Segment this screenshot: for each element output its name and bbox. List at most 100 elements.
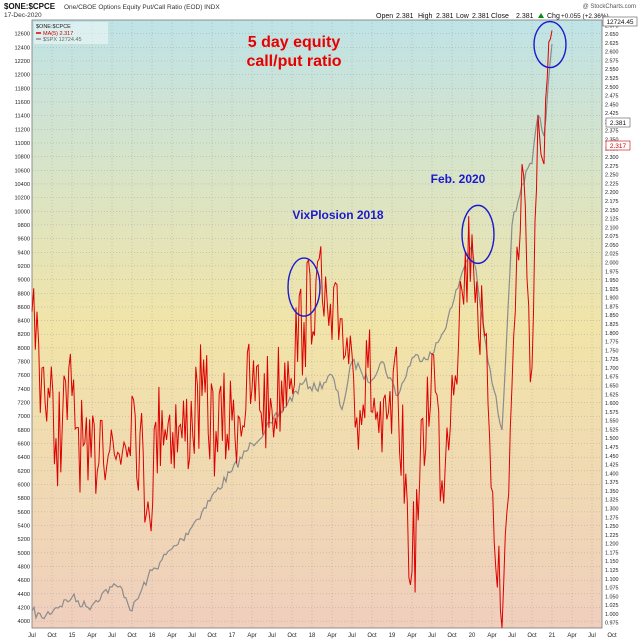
left-tick-label: 12600 (14, 32, 30, 38)
right-tick-label: 1.350 (605, 489, 619, 495)
right-tick-label: 1.300 (605, 507, 619, 513)
symbol-title: $ONE:$CPCE (4, 2, 56, 11)
x-tick-label: Oct (447, 633, 457, 639)
x-tick-label: Jul (28, 633, 36, 639)
x-tick-label: Jul (428, 633, 436, 639)
annotation-feb-2020: Feb. 2020 (431, 172, 486, 186)
right-tick-label: 1.950 (605, 278, 619, 284)
low-label: Low (456, 13, 470, 20)
x-tick-label: Apr (87, 633, 96, 639)
x-tick-label: Apr (327, 633, 336, 639)
left-tick-label: 6600 (18, 442, 30, 448)
right-tick-label: 1.900 (605, 296, 619, 302)
spx-value-tag: 12724.45 (606, 19, 633, 26)
x-tick-label: Apr (247, 633, 256, 639)
right-tick-label: 2.625 (605, 41, 619, 47)
x-tick-label: 16 (149, 633, 156, 639)
x-tick-label: Jul (188, 633, 196, 639)
left-tick-label: 10400 (14, 182, 30, 188)
legend-symbol-entry: $ONE:$CPCE (36, 24, 71, 30)
x-tick-label: Apr (487, 633, 496, 639)
left-tick-label: 11600 (15, 100, 30, 106)
left-tick-label: 6400 (18, 455, 30, 461)
right-tick-label: 0.975 (605, 621, 619, 627)
chart-date: 17-Dec-2020 (4, 12, 42, 19)
left-tick-label: 5000 (18, 551, 30, 557)
x-tick-label: Apr (567, 633, 576, 639)
left-tick-label: 5600 (18, 510, 30, 516)
right-axis-ticks: 0.975 1.000 1.025 1.050 1.075 1.100 1.125 1.150… (605, 23, 619, 626)
right-tick-label: 2.050 (605, 243, 619, 249)
right-tick-label: 2.175 (605, 199, 619, 205)
right-tick-label: 2.575 (605, 58, 619, 64)
right-tick-label: 2.150 (605, 208, 619, 214)
close-label: Close (491, 13, 509, 20)
right-tick-label: 2.200 (605, 190, 619, 196)
x-tick-label: Oct (367, 633, 377, 639)
right-tick-label: 1.450 (605, 454, 619, 460)
right-tick-label: 1.275 (605, 515, 619, 521)
right-tick-label: 1.600 (605, 401, 619, 407)
left-tick-label: 12400 (14, 45, 30, 51)
stockcharts-watermark: @ StockCharts.com (583, 4, 636, 10)
right-tick-label: 2.250 (605, 173, 619, 179)
right-tick-label: 2.650 (605, 32, 619, 38)
x-tick-label: 20 (469, 633, 476, 639)
highlight-circles (287, 20, 567, 317)
left-tick-label: 4000 (18, 619, 30, 625)
right-tick-label: 1.100 (605, 577, 619, 583)
right-tick-label: 1.775 (605, 340, 619, 346)
right-tick-label: 2.450 (605, 102, 619, 108)
x-axis-ticks: Jul Oct 15 Apr Jul Oct 16 Apr Jul Oct 17 Apr Jul Oct 1… (28, 633, 617, 639)
right-tick-label: 1.425 (605, 463, 619, 469)
left-tick-label: 7200 (18, 401, 30, 407)
right-tick-label: 2.475 (605, 94, 619, 100)
right-tick-label: 2.100 (605, 225, 619, 231)
right-tick-label: 2.125 (605, 217, 619, 223)
left-tick-label: 4800 (18, 565, 30, 571)
right-tick-label: 1.500 (605, 436, 619, 442)
last-value-tag: 2.381 (610, 120, 627, 127)
left-tick-label: 9000 (18, 278, 30, 284)
annotation-title-line2: call/put ratio (246, 53, 341, 70)
left-tick-label: 11400 (15, 114, 30, 120)
right-tick-label: 1.050 (605, 594, 619, 600)
chg-value: +0.055 (+2.36%) (561, 13, 609, 20)
left-tick-label: 8200 (18, 332, 30, 338)
right-tick-label: 1.075 (605, 586, 619, 592)
left-tick-label: 8000 (18, 346, 30, 352)
left-tick-label: 12200 (14, 59, 30, 65)
left-tick-label: 4400 (18, 592, 30, 598)
right-tick-label: 1.975 (605, 269, 619, 275)
right-tick-label: 1.550 (605, 419, 619, 425)
left-tick-label: 9400 (18, 250, 30, 256)
x-tick-label: 21 (549, 633, 556, 639)
x-tick-label: Oct (127, 633, 137, 639)
x-tick-label: Jul (588, 633, 596, 639)
right-tick-label: 1.475 (605, 445, 619, 451)
x-tick-label: Jul (108, 633, 116, 639)
x-tick-label: Apr (167, 633, 176, 639)
right-tick-label: 1.375 (605, 480, 619, 486)
plot-area (31, 19, 603, 629)
annotation-title-line1: 5 day equity (248, 34, 341, 51)
left-tick-label: 6800 (18, 428, 30, 434)
put-call-ratio-series-line (31, 30, 553, 629)
right-tick-label: 2.025 (605, 252, 619, 258)
left-tick-label: 9600 (18, 237, 30, 243)
value-tags: 12724.45 2.381 2.317 (602, 16, 638, 151)
left-tick-label: 10600 (14, 168, 30, 174)
left-tick-label: 5200 (18, 537, 30, 543)
right-tick-label: 1.225 (605, 533, 619, 539)
left-tick-label: 7600 (18, 373, 30, 379)
right-tick-label: 1.700 (605, 366, 619, 372)
right-tick-label: 2.550 (605, 67, 619, 73)
high-label: High (418, 13, 433, 20)
left-tick-label: 7000 (18, 414, 30, 420)
spx-value-tag-box (602, 16, 638, 27)
left-tick-label: 12000 (14, 73, 30, 79)
x-tick-label: 18 (309, 633, 316, 639)
open-value: 2.381 (396, 13, 414, 20)
symbol-description: One/CBOE Options Equity Put/Call Ratio (… (64, 4, 220, 11)
